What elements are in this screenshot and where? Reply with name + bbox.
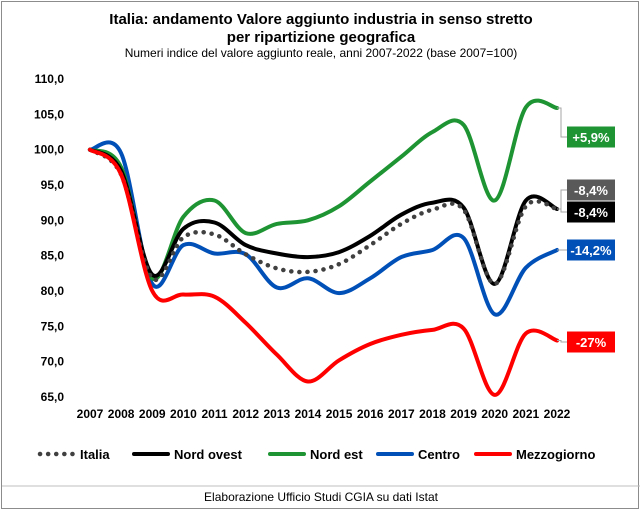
y-tick-label: 85,0 (41, 249, 65, 263)
chart-subtitle: Numeri indice del valore aggiunto reale,… (125, 46, 518, 60)
label-leader-mezzogiorno (557, 339, 567, 343)
x-axis-tick-labels: 2007 2008 2009 2010 2011 2012 2013 2014 2015 2016… (77, 407, 571, 421)
x-tick-label: 2008 (108, 407, 135, 421)
legend-label-nord-ovest: Nord ovest (174, 447, 243, 462)
end-value-labels: +5,9% -8,4% -8,4% -14,2% -27% (557, 107, 615, 353)
label-text-nord-ovest: -8,4% (574, 205, 608, 220)
x-tick-label: 2016 (357, 407, 384, 421)
x-tick-label: 2007 (77, 407, 104, 421)
label-badge-nord-est (567, 126, 615, 148)
x-tick-label: 2012 (232, 407, 259, 421)
y-tick-label: 65,0 (41, 390, 65, 404)
x-tick-label: 2011 (202, 407, 228, 421)
label-badge-italia (567, 179, 615, 201)
chart-title-line-1: Italia: andamento Valore aggiunto indust… (109, 11, 532, 28)
series-line-italia (87, 147, 560, 287)
legend-label-centro: Centro (418, 447, 460, 462)
series-lines (87, 98, 560, 397)
label-text-mezzogiorno: -27% (576, 335, 607, 350)
series-line-centro (88, 140, 559, 317)
series-line-mezzogiorno (88, 147, 559, 397)
footer-source: Elaborazione Ufficio Studi CGIA su dati … (204, 490, 439, 504)
label-text-centro: -14,2% (570, 243, 612, 258)
legend-label-italia: Italia (80, 447, 110, 462)
y-tick-label: 90,0 (41, 213, 65, 227)
y-tick-label: 95,0 (41, 178, 65, 192)
x-tick-label: 2018 (419, 407, 446, 421)
chart-title-line-2: per ripartizione geografica (227, 29, 416, 46)
label-badge-centro (567, 239, 615, 261)
label-leader-nord-est (557, 107, 567, 138)
legend: Italia Nord ovest Nord est Centro Mezzogiorn… (37, 447, 595, 462)
label-badge-mezzogiorno (567, 331, 615, 353)
x-tick-label: 2021 (513, 407, 540, 421)
x-tick-label: 2019 (450, 407, 477, 421)
label-text-nord-est: +5,9% (572, 130, 610, 145)
y-tick-label: 110,0 (35, 72, 65, 86)
y-tick-label: 105,0 (34, 107, 64, 121)
legend-label-nord-est: Nord est (310, 447, 363, 462)
label-badge-nord-ovest (567, 201, 615, 223)
x-tick-label: 2020 (481, 407, 508, 421)
x-tick-label: 2014 (295, 407, 322, 421)
y-tick-label: 75,0 (41, 319, 65, 333)
x-tick-label: 2017 (388, 407, 415, 421)
x-tick-label: 2015 (326, 407, 353, 421)
x-tick-label: 2010 (170, 407, 197, 421)
x-tick-label: 2009 (139, 407, 166, 421)
label-leader-nord-ovest (557, 208, 567, 213)
label-text-italia: -8,4% (574, 183, 608, 198)
y-axis-tick-labels: 65,0 70,0 75,0 80,0 85,0 90,0 95,0 100,0 105,0 11… (34, 72, 64, 404)
x-tick-label: 2022 (544, 407, 571, 421)
y-tick-label: 70,0 (41, 355, 65, 369)
y-tick-label: 80,0 (41, 284, 65, 298)
x-tick-label: 2013 (263, 407, 290, 421)
label-leader-italia (557, 189, 567, 210)
legend-label-mezzogiorno: Mezzogiorno (516, 447, 595, 462)
series-line-nord-ovest (88, 147, 559, 286)
y-tick-label: 100,0 (34, 143, 64, 157)
series-line-nord-est (88, 98, 559, 281)
